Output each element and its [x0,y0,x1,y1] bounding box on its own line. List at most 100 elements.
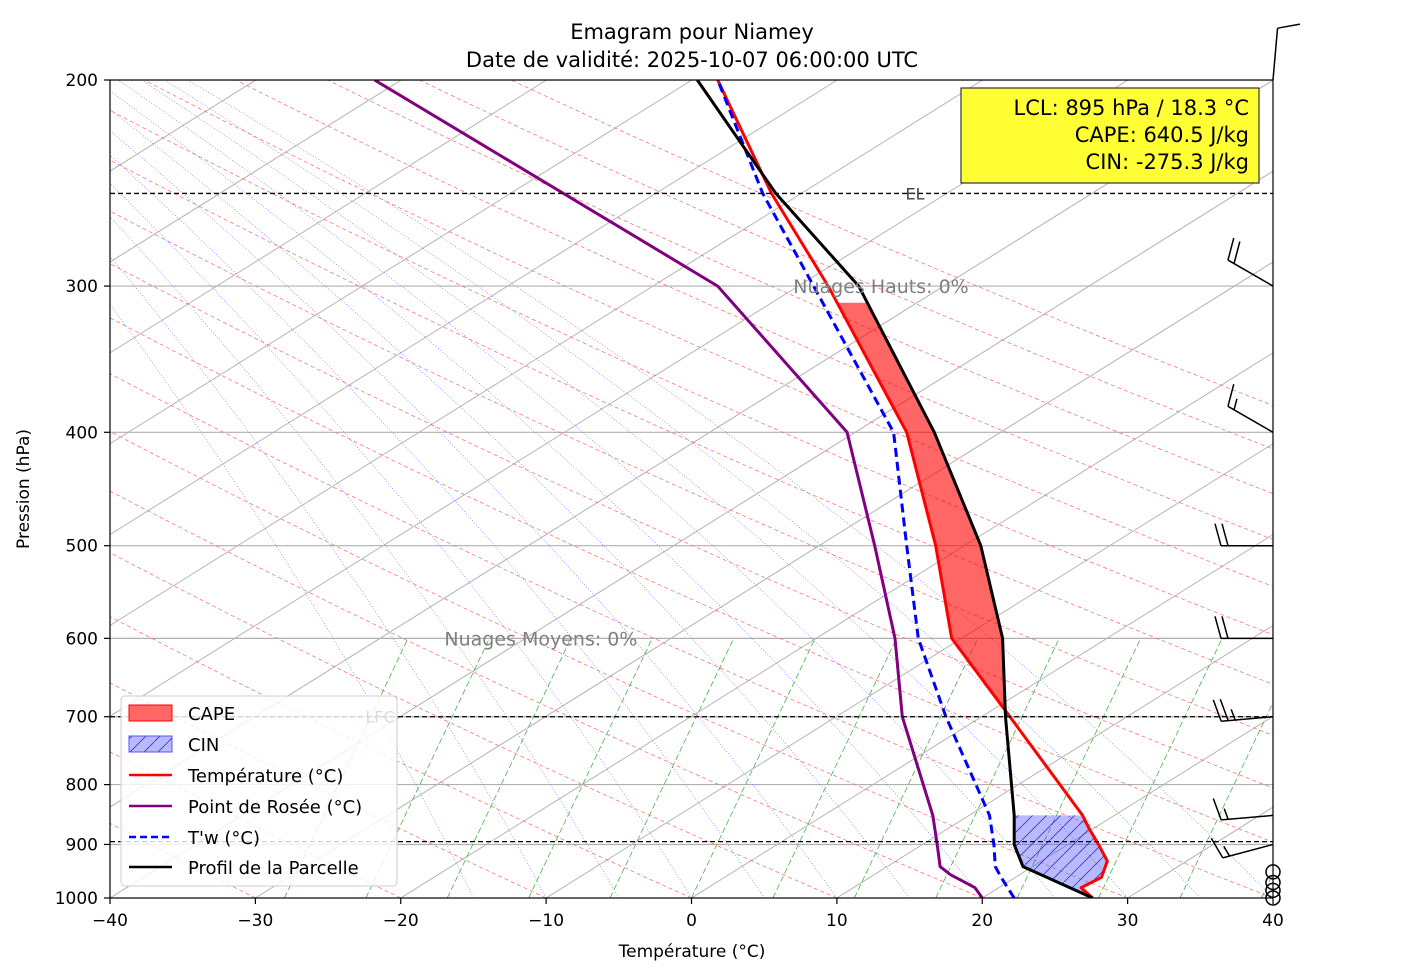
wind-barb-flag [1277,23,1301,29]
mixing-ratio-line [446,638,572,898]
dry-adiabat [110,110,1273,636]
isotherm-line [1127,806,1273,898]
isotherm-line [110,80,838,536]
wind-barb-flag [1212,798,1222,821]
y-tick-label: 600 [66,629,98,649]
isotherm-line [110,80,983,627]
x-tick-label: −20 [383,911,419,931]
dry-adiabat [419,80,1273,450]
mixing-ratio-line [1179,701,1273,898]
moist-adiabat [110,216,620,898]
info-cin: CIN: -275.3 J/kg [1086,150,1249,174]
mixing-ratio-line [1098,638,1223,898]
dry-adiabat [110,616,692,898]
profile-lines [373,80,1109,898]
dry-adiabat [235,80,1273,540]
dry-adiabat [110,431,1128,898]
dry-adiabat [110,317,1273,843]
isotherm-line [981,715,1273,898]
isotherm-line [400,352,1273,898]
wind-barb-staff [1227,259,1274,287]
mixing-ratio-line [854,638,979,898]
wind-barb-flag [1233,241,1241,264]
y-tick-label: 500 [66,537,98,557]
x-tick-label: 40 [1262,911,1284,931]
x-tick-label: −30 [237,911,273,931]
cape-area [837,302,1010,717]
calm-wind-circle [1265,874,1281,891]
isotherm-line [110,80,693,445]
wind-barbs [1210,23,1301,906]
wind-barb-staff [1272,28,1279,81]
x-tick-label: −40 [92,911,128,931]
cin-area [1014,815,1108,898]
y-tick-label: 300 [66,277,98,297]
level-label-el: EL [905,184,924,203]
legend-cin-patch [128,735,173,753]
mixing-ratio-line [609,638,734,898]
moist-adiabat [110,130,838,898]
mixing-ratio-line [528,638,653,898]
mixing-ratio-line [935,638,1060,898]
x-tick-label: 10 [826,911,848,931]
mixing-ratio-line [772,638,897,898]
temperature-line [716,80,1109,898]
moist-adiabat [110,303,474,898]
isotherm-line [545,443,1273,898]
y-tick-label: 400 [66,423,98,443]
isotherm-line [836,624,1273,898]
x-tick-label: 20 [971,911,993,931]
dry-adiabat [110,159,1273,685]
mixing-ratio-line [691,638,816,898]
wind-barb-staff [1227,405,1274,433]
x-tick-label: 30 [1117,911,1139,931]
dry-adiabat [110,552,838,898]
calm-wind-circle [1265,882,1281,899]
y-tick-label: 800 [66,776,98,796]
info-lcl: LCL: 895 hPa / 18.3 °C [1014,96,1250,120]
moist-adiabat [187,80,1273,898]
isotherm-line [255,261,1273,898]
legend-cape-patch [128,704,173,722]
isotherm-line [691,533,1273,898]
calm-wind-circle [1265,864,1281,880]
y-axis: 200 300 400 500 600 700 800 900 1000 [55,71,110,909]
dry-adiabat [110,373,1273,898]
wetbulb-line [716,80,1016,898]
dry-adiabat [110,263,1273,789]
x-tick-label: −10 [528,911,564,931]
wind-barb-flag [1221,523,1229,546]
legend-cape-label: CAPE [188,704,235,725]
y-tick-label: 200 [66,71,98,91]
info-cape: CAPE: 640.5 J/kg [1075,123,1249,147]
chart-subtitle: Date de validité: 2025-10-07 06:00:00 UT… [466,48,918,72]
wind-barb-flag [1227,237,1235,261]
wind-barb-flag [1223,808,1229,820]
wind-barb-staff [1221,814,1274,821]
isotherm-line [1272,897,1273,898]
mixing-ratio-line [1343,638,1404,898]
moist-adiabat [110,183,692,898]
x-axis-label: Température (°C) [618,942,766,962]
x-tick-label: 0 [686,911,697,931]
dewpoint-line [373,80,984,898]
wind-barb-flag [1223,845,1231,857]
wind-barb-flag [1221,616,1229,639]
legend-parcel-label: Profil de la Parcelle [188,858,359,879]
parcel-line [696,80,1094,898]
chart-title: Emagram pour Niamey [570,20,814,44]
isotherm-line [110,80,547,354]
dry-adiabat [327,80,1273,495]
wind-barb-staff [1222,843,1274,859]
legend-cin-label: CIN [188,735,219,756]
moist-adiabat [110,255,547,898]
dry-adiabat [110,490,983,898]
isotherm-line [110,80,1129,717]
calm-wind-circle [1265,890,1281,906]
wind-barb-flag [1210,837,1224,859]
wind-barb-flag [1219,698,1229,721]
info-box: LCL: 895 hPa / 18.3 °C CAPE: 640.5 J/kg … [960,87,1260,184]
legend-frame [120,695,398,887]
dry-adiabat [110,210,1273,736]
